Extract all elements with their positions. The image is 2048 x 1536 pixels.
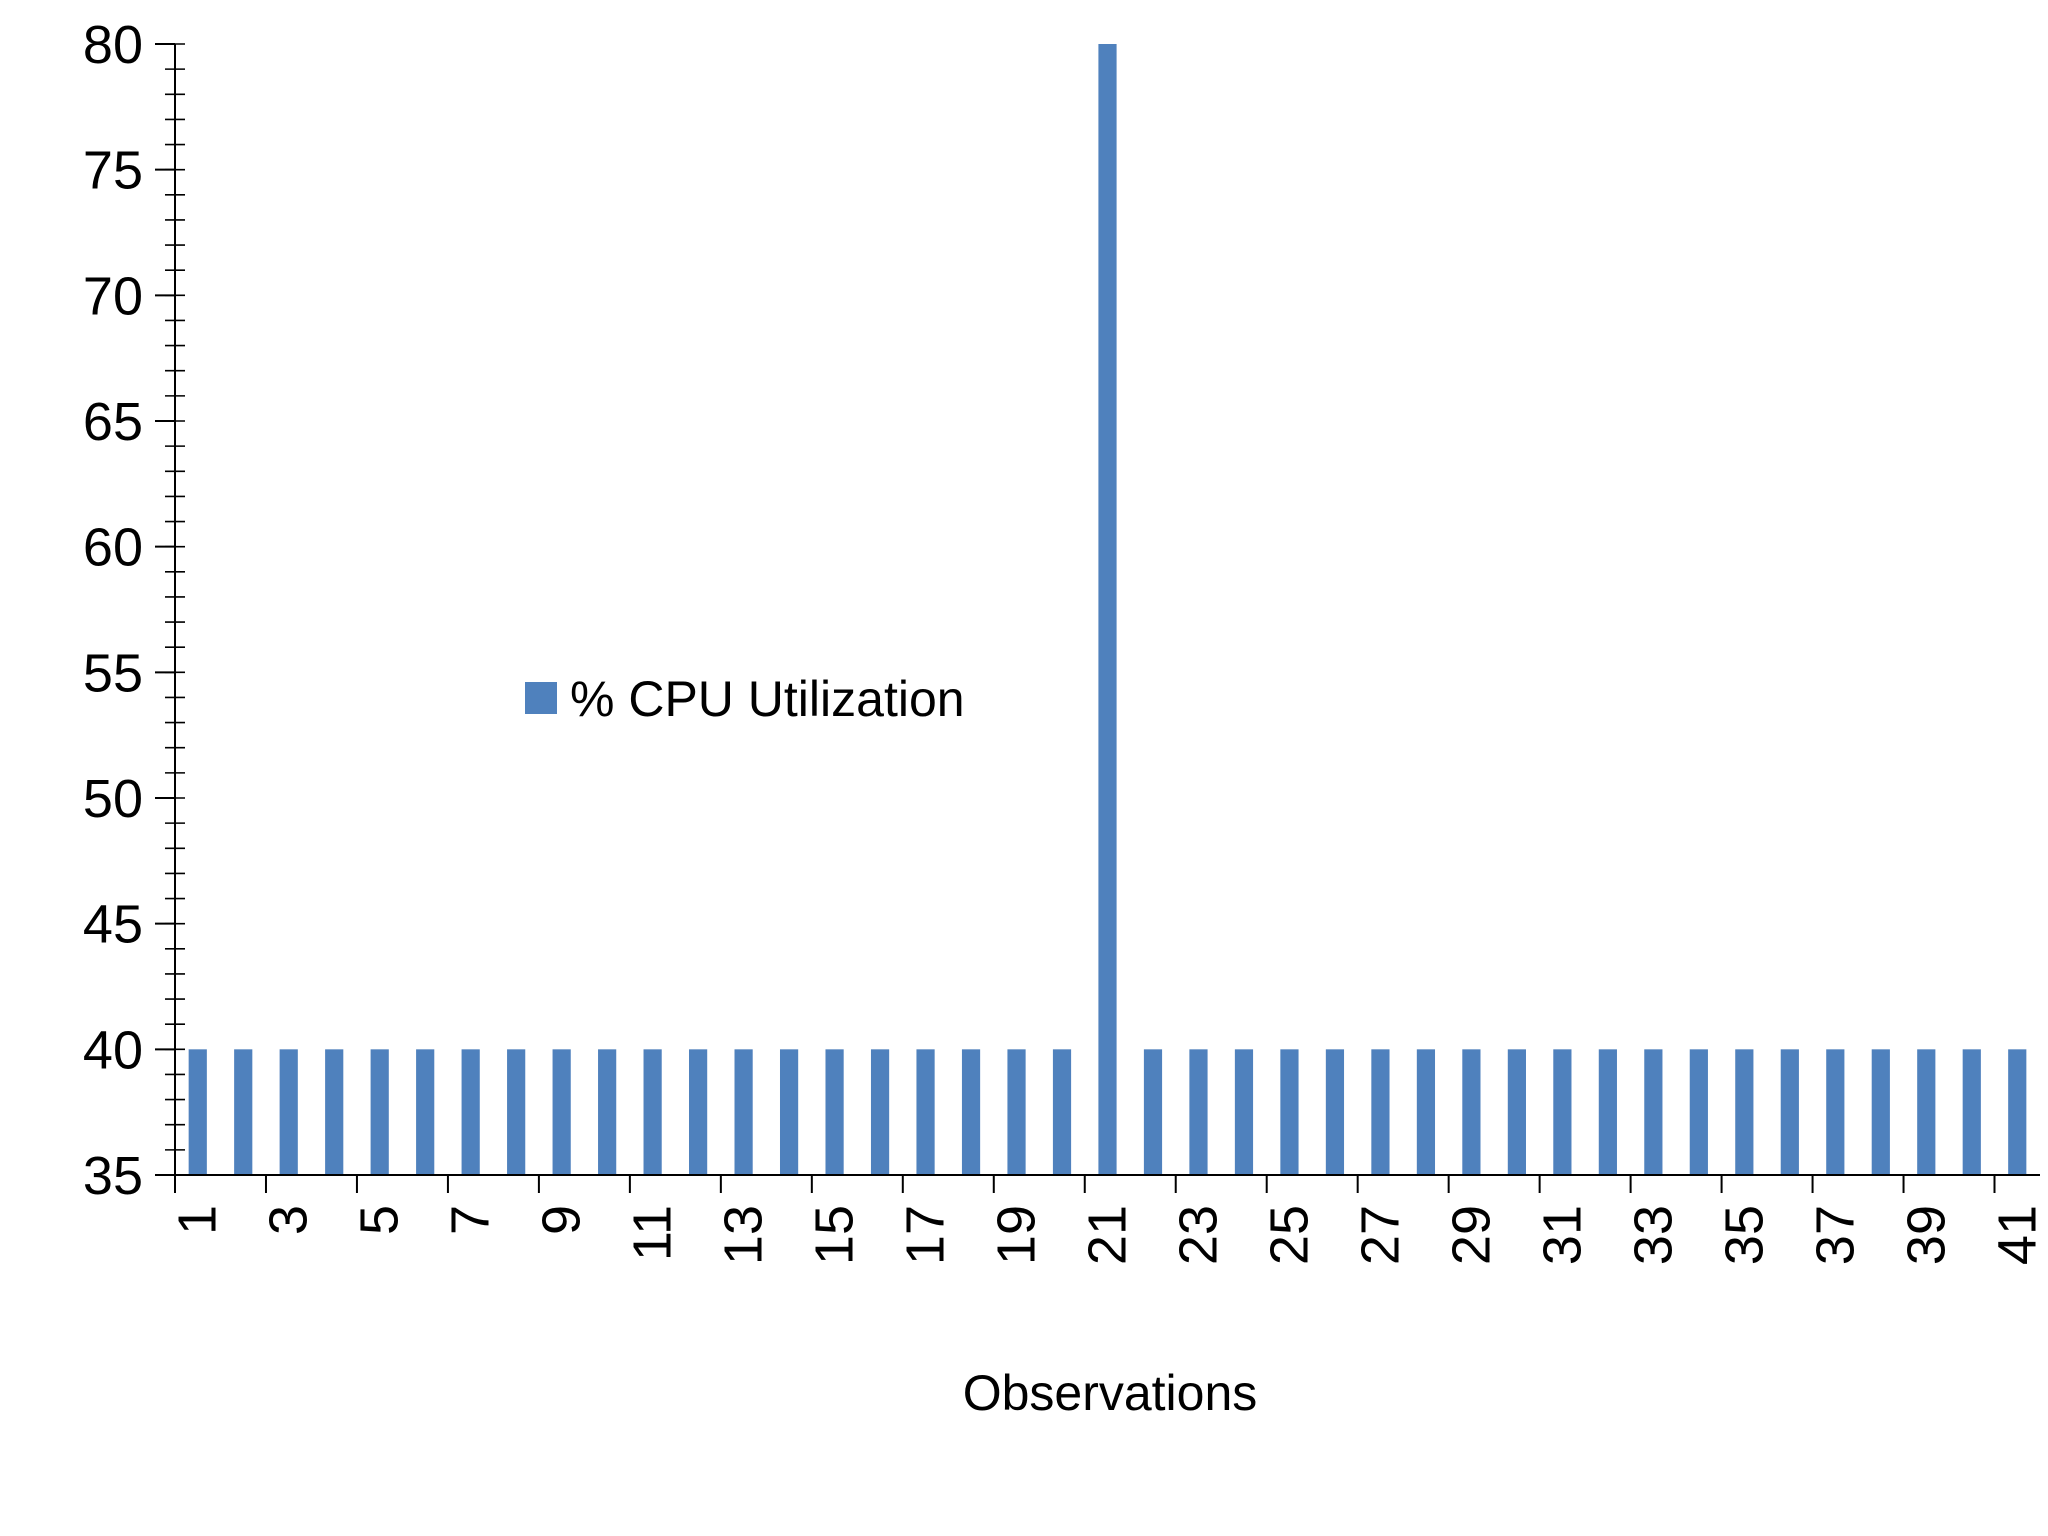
bar-8	[507, 1049, 526, 1175]
bar-30	[1507, 1049, 1526, 1175]
x-tick-label: 7	[441, 1205, 501, 1235]
x-tick-label: 33	[1623, 1205, 1683, 1265]
bar-11	[643, 1049, 662, 1175]
x-ticks-layer: 1 3 5 7 9 11 13 15 17 19 21 23 25 27 29 31 33 35 37 39 41	[168, 1175, 2047, 1265]
x-tick-label: 41	[1987, 1205, 2047, 1265]
bar-1	[188, 1049, 207, 1175]
bar-26	[1325, 1049, 1345, 1175]
bar-18	[961, 1049, 981, 1175]
x-tick-label: 35	[1714, 1205, 1774, 1265]
bar-34	[1689, 1049, 1708, 1175]
bar-16	[870, 1049, 890, 1175]
bar-3	[279, 1049, 298, 1175]
bar-27	[1371, 1049, 1390, 1175]
y-tick-label: 70	[83, 266, 143, 326]
y-tick-label: 45	[83, 895, 143, 955]
bar-22	[1143, 1049, 1163, 1175]
x-tick-label: 3	[259, 1205, 319, 1235]
x-tick-label: 31	[1532, 1205, 1592, 1265]
bar-24	[1234, 1049, 1254, 1175]
x-tick-label: 25	[1259, 1205, 1319, 1265]
x-tick-label: 39	[1896, 1205, 1956, 1265]
bar-17	[916, 1049, 935, 1175]
bar-9	[552, 1049, 571, 1175]
bar-37	[1826, 1049, 1845, 1175]
bar-19	[1007, 1049, 1026, 1175]
y-tick-label: 40	[83, 1020, 143, 1080]
bar-21	[1098, 44, 1117, 1175]
bar-25	[1280, 1049, 1299, 1175]
bar-32	[1598, 1049, 1617, 1175]
x-tick-label: 23	[1168, 1205, 1228, 1265]
x-tick-label: 13	[714, 1205, 774, 1265]
bar-33	[1644, 1049, 1663, 1175]
axes-layer	[174, 44, 2040, 1176]
x-tick-label: 19	[987, 1205, 1047, 1265]
bar-28	[1416, 1049, 1436, 1175]
bar-7	[461, 1049, 480, 1175]
x-tick-label: 37	[1805, 1205, 1865, 1265]
bar-40	[1962, 1049, 1981, 1175]
y-tick-label: 50	[83, 769, 143, 829]
bar-41	[2008, 1049, 2027, 1175]
x-tick-label: 27	[1350, 1205, 1410, 1265]
y-tick-label: 80	[83, 15, 143, 75]
x-tick-label: 1	[168, 1205, 228, 1235]
bar-2	[234, 1049, 253, 1175]
bar-14	[779, 1049, 799, 1175]
bar-39	[1917, 1049, 1936, 1175]
y-tick-label: 60	[83, 518, 143, 578]
bar-6	[416, 1049, 435, 1175]
x-tick-label: 21	[1078, 1205, 1138, 1265]
legend-swatch	[525, 682, 557, 714]
y-tick-label: 65	[83, 392, 143, 452]
y-tick-label: 75	[83, 141, 143, 201]
bar-35	[1735, 1049, 1754, 1175]
y-tick-label: 35	[83, 1146, 143, 1206]
x-tick-label: 5	[350, 1205, 410, 1235]
bar-13	[734, 1049, 753, 1175]
y-tick-label: 55	[83, 643, 143, 703]
bar-20	[1052, 1049, 1072, 1175]
legend: % CPU Utilization	[525, 671, 965, 727]
x-tick-label: 15	[805, 1205, 865, 1265]
x-tick-label: 17	[896, 1205, 956, 1265]
bar-29	[1462, 1049, 1481, 1175]
x-tick-label: 29	[1441, 1205, 1501, 1265]
bar-23	[1189, 1049, 1208, 1175]
bar-15	[825, 1049, 844, 1175]
x-tick-label: 11	[623, 1205, 683, 1261]
x-tick-label: 9	[532, 1205, 592, 1235]
bars-layer	[188, 44, 2027, 1175]
bar-12	[689, 1049, 708, 1175]
legend-label: % CPU Utilization	[570, 671, 965, 727]
bar-36	[1780, 1049, 1799, 1175]
bar-5	[370, 1049, 389, 1175]
bar-31	[1553, 1049, 1572, 1175]
bar-4	[325, 1049, 344, 1175]
bar-38	[1871, 1049, 1890, 1175]
x-axis-title: Observations	[963, 1365, 1258, 1421]
bar-10	[598, 1049, 617, 1175]
y-ticks-layer: 35 40 45 50 55 60 65 70 75 80	[83, 15, 185, 1206]
